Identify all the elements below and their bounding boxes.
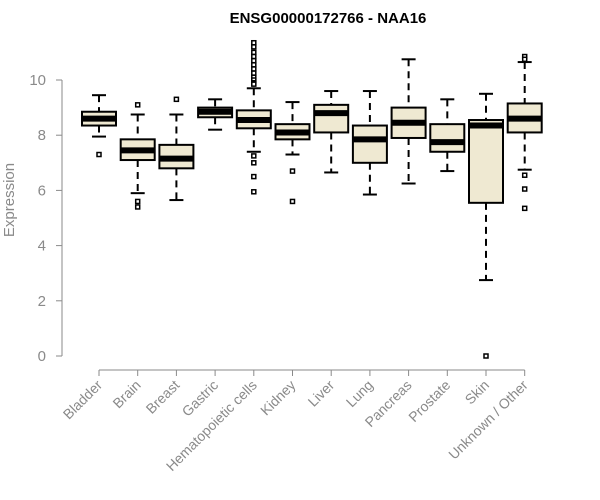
- outlier-point: [251, 173, 257, 180]
- y-tick-label: 0: [38, 348, 46, 365]
- outlier-point: [134, 102, 141, 108]
- axes: 0 2 4 6 8 10: [29, 72, 526, 376]
- box-group: [158, 96, 195, 202]
- y-axis-label: Expression: [1, 163, 18, 237]
- outlier-point: [521, 56, 528, 63]
- y-tick-label: 2: [38, 293, 46, 310]
- x-tick-label: Kidney: [257, 377, 299, 419]
- outlier-point: [251, 189, 257, 195]
- outlier-point: [251, 160, 257, 166]
- outlier-point: [289, 168, 296, 174]
- x-tick-label: Liver: [305, 377, 338, 410]
- outlier-point: [483, 353, 489, 359]
- box-group: [197, 98, 234, 131]
- x-tick-label: Breast: [143, 377, 183, 417]
- outlier-point: [289, 198, 296, 205]
- box-group: [468, 92, 504, 359]
- box-group: [119, 102, 156, 210]
- outlier-point: [251, 44, 257, 50]
- box-group: [506, 53, 543, 212]
- box-group: [274, 101, 311, 205]
- y-tick-label: 4: [38, 238, 46, 255]
- box-group: [235, 39, 272, 195]
- outlier-point: [521, 172, 528, 178]
- boxes: [81, 39, 543, 359]
- x-tick-label: Prostate: [405, 377, 453, 425]
- y-tick-label: 10: [29, 72, 46, 89]
- box-group: [313, 90, 350, 174]
- outlier-point: [251, 81, 257, 87]
- outlier-point: [96, 151, 102, 158]
- outlier-point: [134, 198, 141, 205]
- x-tick-label: Skin: [462, 377, 493, 408]
- box-group: [390, 58, 427, 185]
- outlier-point: [521, 186, 528, 192]
- y-tick-label: 8: [38, 127, 46, 144]
- outlier-point: [251, 153, 257, 159]
- box-group: [351, 90, 388, 196]
- outlier-point: [521, 205, 528, 212]
- box-iqr: [313, 103, 350, 134]
- chart-title: ENSG00000172766 - NAA16: [230, 10, 427, 27]
- outlier-point: [173, 96, 180, 103]
- box-group: [429, 98, 466, 173]
- y-tick-label: 6: [38, 182, 46, 199]
- box-iqr: [351, 124, 388, 164]
- box-group: [81, 94, 117, 158]
- outlier-point: [134, 204, 141, 210]
- x-tick-label: Brain: [109, 377, 143, 411]
- x-tick-label: Bladder: [60, 377, 106, 423]
- x-tick-label: Lung: [343, 377, 376, 410]
- box-iqr: [468, 119, 504, 204]
- box-iqr: [429, 123, 466, 153]
